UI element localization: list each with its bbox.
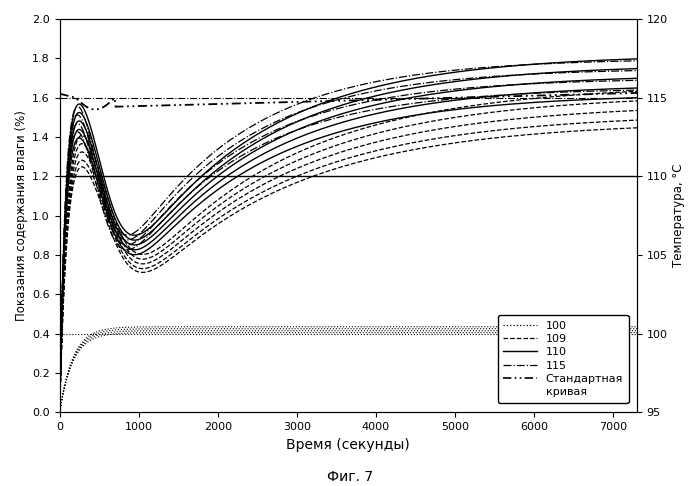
110 — [633, 95, 641, 101]
115 — [55, 405, 64, 411]
110 — [490, 103, 498, 108]
Line: Стандартная
кривая: Стандартная кривая — [60, 93, 637, 109]
109 — [395, 149, 404, 155]
Line: 110: 110 — [60, 98, 637, 408]
100 — [633, 330, 641, 335]
115 — [633, 87, 641, 93]
109 — [204, 228, 212, 234]
115 — [395, 103, 404, 108]
109 — [55, 406, 64, 412]
X-axis label: Время (секунды): Время (секунды) — [286, 437, 410, 451]
110 — [395, 115, 404, 121]
Стандартная
кривая — [318, 98, 326, 104]
Legend: 100, 109, 110, 115, Стандартная, кривая: 100, 109, 110, 115, Стандартная, кривая — [498, 315, 629, 403]
100 — [395, 330, 404, 335]
115 — [158, 219, 166, 225]
Стандартная
кривая — [397, 96, 405, 102]
Стандартная
кривая — [491, 94, 500, 100]
100 — [490, 330, 498, 335]
110 — [55, 405, 64, 411]
Text: Фиг. 7: Фиг. 7 — [327, 470, 373, 484]
Line: 100: 100 — [60, 332, 637, 412]
115 — [441, 97, 449, 103]
Стандартная
кривая — [442, 95, 450, 101]
100 — [316, 330, 325, 335]
110 — [316, 135, 325, 140]
100 — [158, 330, 166, 336]
Стандартная
кривая — [91, 106, 99, 112]
115 — [204, 175, 212, 181]
Стандартная
кривая — [55, 91, 64, 97]
109 — [158, 262, 166, 268]
Y-axis label: Температура, °C: Температура, °C — [672, 164, 685, 267]
Y-axis label: Показания содержания влаги (%): Показания содержания влаги (%) — [15, 110, 28, 321]
110 — [204, 194, 212, 200]
Line: 109: 109 — [60, 128, 637, 409]
109 — [441, 141, 449, 147]
Line: 115: 115 — [60, 90, 637, 408]
109 — [633, 125, 641, 131]
110 — [441, 108, 449, 114]
Стандартная
кривая — [159, 103, 167, 108]
110 — [158, 235, 166, 241]
109 — [316, 171, 325, 176]
100 — [204, 330, 212, 335]
115 — [316, 119, 325, 125]
115 — [490, 93, 498, 99]
100 — [55, 409, 64, 415]
Стандартная
кривая — [633, 90, 641, 96]
Стандартная
кривая — [205, 101, 214, 107]
100 — [441, 330, 449, 335]
100 — [549, 330, 557, 335]
109 — [490, 135, 498, 141]
